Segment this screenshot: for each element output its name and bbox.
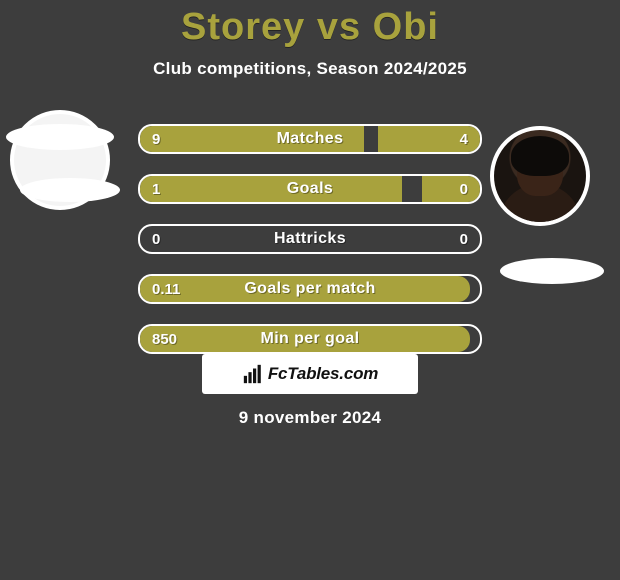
brand-text: FcTables.com xyxy=(268,364,378,384)
stat-label: Goals per match xyxy=(140,276,480,302)
footer-date: 9 november 2024 xyxy=(0,408,620,428)
page-title: Storey vs Obi xyxy=(0,0,620,49)
page-subtitle: Club competitions, Season 2024/2025 xyxy=(0,59,620,79)
stat-label: Goals xyxy=(140,176,480,202)
stat-label: Min per goal xyxy=(140,326,480,352)
bar-chart-icon xyxy=(242,363,264,385)
stat-label: Matches xyxy=(140,126,480,152)
brand-badge: FcTables.com xyxy=(202,354,418,394)
stat-row: 10Goals xyxy=(138,174,482,204)
comparison-infographic: Storey vs Obi Club competitions, Season … xyxy=(0,0,620,580)
stat-bars: 94Matches 10Goals 00Hattricks 0.11Goals per… xyxy=(138,124,482,374)
stat-row: 94Matches xyxy=(138,124,482,154)
decor-ellipse-left-2 xyxy=(20,178,120,202)
stat-row: 850Min per goal xyxy=(138,324,482,354)
decor-ellipse-right-1 xyxy=(500,258,604,284)
stat-row: 00Hattricks xyxy=(138,224,482,254)
stat-label: Hattricks xyxy=(140,226,480,252)
decor-ellipse-left-1 xyxy=(6,124,114,150)
stat-row: 0.11Goals per match xyxy=(138,274,482,304)
avatar-right xyxy=(490,126,590,226)
